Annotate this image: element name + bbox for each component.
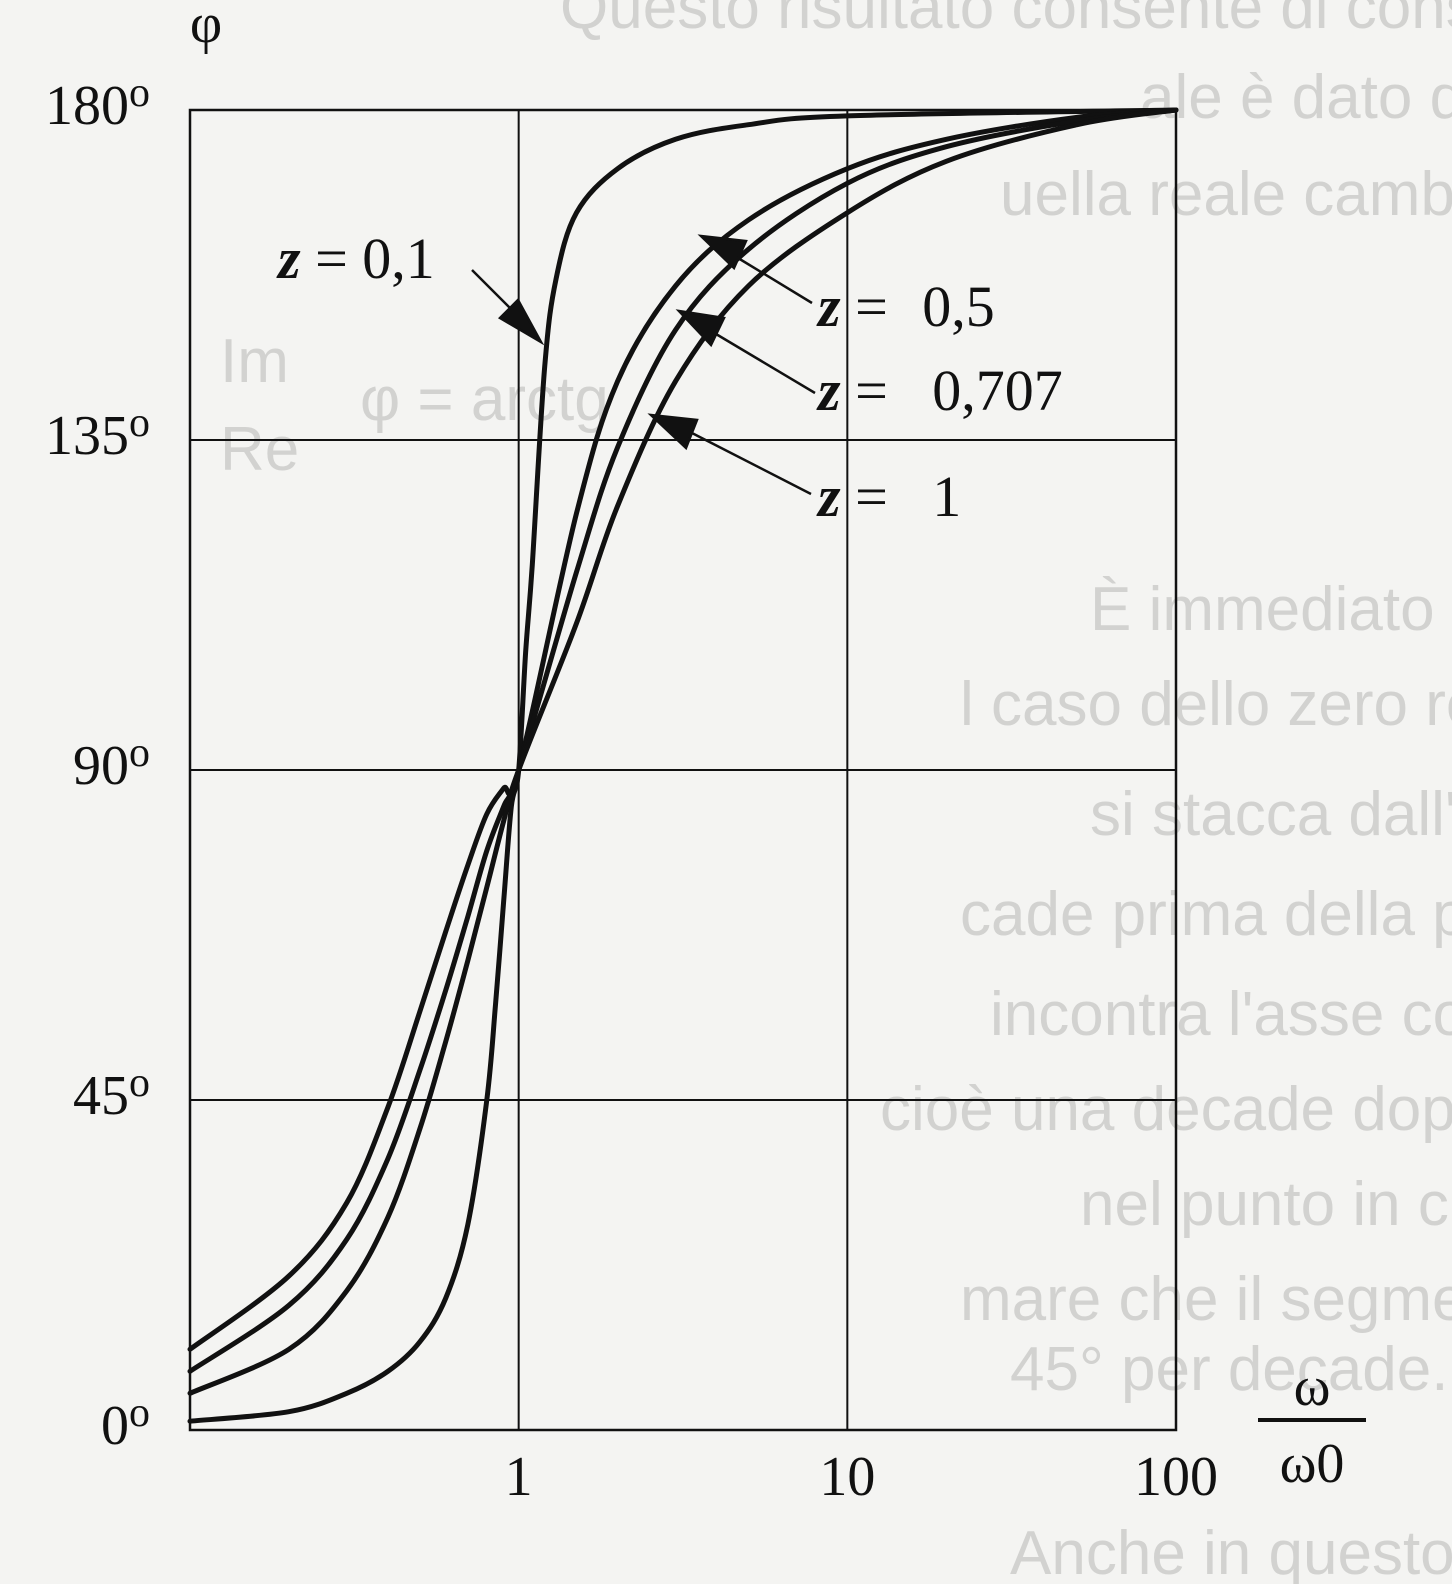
series-line-z-0-707 [187, 107, 1179, 1374]
series-line-z-1 [187, 107, 1179, 1396]
annotation-arrow-z-0-707 [675, 309, 816, 395]
y-tick-value: 135 [45, 405, 129, 467]
annotation-arrows [471, 234, 816, 496]
y-tick-label: 180o [45, 70, 150, 137]
y-tick-degree: o [129, 70, 150, 116]
background-text-line: Anche in questo caso, nei punti di spezz… [1010, 1519, 1452, 1584]
annotation-value: 0,5 [922, 274, 995, 339]
series-layer [187, 107, 1179, 1424]
annotation-z: z [816, 274, 841, 339]
annotation-eq: = [841, 358, 903, 423]
background-text-line: si stacca dall'asse delle ascisse nel pu… [1090, 780, 1452, 849]
y-tick-degree: o [129, 400, 150, 446]
background-text-line: uella reale cambiata di segno, pertanto: [1000, 160, 1452, 229]
annotation-value: 0,707 [932, 358, 1063, 423]
background-text-line: incontra l'asse corrispondente alla fase [990, 980, 1452, 1049]
y-tick-label: 90o [73, 730, 150, 797]
y-tick-value: 45 [73, 1065, 129, 1127]
annotation-label-z-1: z = 1 [816, 464, 961, 529]
background-text-line: È immediato comprendere che restano v [1090, 575, 1452, 644]
y-tick-degree: o [129, 1390, 150, 1436]
annotation-label-z-0-707: z = 0,707 [816, 358, 1063, 423]
series-line-z-0-1 [187, 107, 1179, 1424]
background-text-layer: Questo risultato consente di considerare… [220, 0, 1452, 1588]
annotation-label-z-0-5: z = 0,5 [816, 274, 995, 339]
annotation-arrow-z-1 [647, 413, 812, 496]
annotation-arrow-z-0-1 [471, 269, 545, 346]
x-axis-label-numerator: ω [1294, 1356, 1331, 1418]
annotation-z: z [276, 226, 301, 291]
annotation-eq: = [301, 226, 363, 291]
annotation-eq: = [841, 274, 903, 339]
background-text-line: cade prima della pulsazione corrispond [960, 880, 1452, 949]
y-tick-value: 90 [73, 735, 129, 797]
x-tick-label: 1 [505, 1446, 533, 1508]
background-text-line: φ = arctg [360, 365, 609, 434]
annotation-arrow-z-0-5 [697, 234, 813, 305]
background-text-line: Re [220, 415, 299, 484]
background-text-line: mare che il segmento inclinato nel diagr… [960, 1265, 1452, 1334]
x-tick-labels: 1 10 100 [505, 1446, 1218, 1508]
y-tick-label: 135o [45, 400, 150, 467]
background-text-line: Questo risultato consente di considerare [560, 0, 1452, 42]
y-tick-degree: o [129, 1060, 150, 1106]
y-tick-value: 180 [45, 75, 129, 137]
y-tick-value: 0 [101, 1395, 129, 1457]
grid-layer [190, 110, 1176, 1430]
annotation-z: z [816, 358, 841, 423]
background-text-line: cioè una decade dopo la pulsazione co [880, 1075, 1452, 1144]
background-text-line: l caso dello zero reale, con la differen… [960, 670, 1452, 739]
background-text-line: ale è dato dall'arcotangente del rapport… [1140, 63, 1452, 132]
annotation-value: 1 [932, 464, 961, 529]
y-tick-degree: o [129, 730, 150, 776]
background-text-line: nel punto in cui ωp = 1/τ ... la fas [1080, 1170, 1452, 1239]
y-axis-label: φ [190, 0, 222, 55]
y-tick-label: 0o [101, 1390, 150, 1457]
x-axis-label: ω ω0 [1258, 1356, 1366, 1495]
x-axis-label-denominator: ω0 [1280, 1433, 1345, 1495]
annotation-value: 0,1 [362, 226, 435, 291]
background-text-line: Im [220, 327, 289, 396]
annotation-label-z-0-1: z = 0,1 [276, 226, 435, 291]
y-tick-label: 45o [73, 1060, 150, 1127]
background-text-line: 45° per decade. [1010, 1335, 1448, 1404]
x-tick-label: 10 [819, 1446, 875, 1508]
x-tick-label: 100 [1134, 1446, 1218, 1508]
annotation-z: z [816, 464, 841, 529]
annotation-eq: = [841, 464, 903, 529]
